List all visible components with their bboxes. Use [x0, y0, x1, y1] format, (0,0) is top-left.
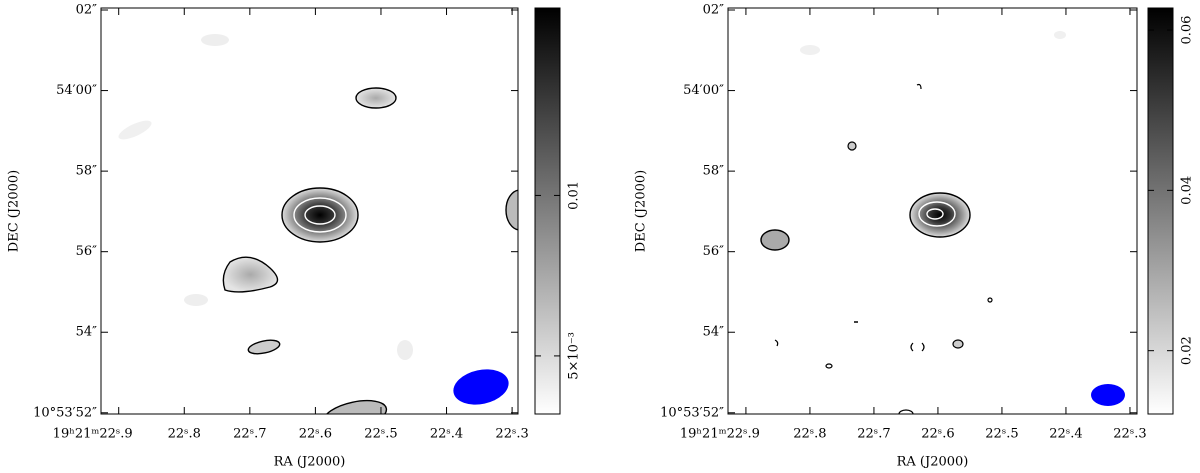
beam	[1091, 384, 1125, 406]
x-tick-label: 22ˢ.7	[233, 427, 266, 442]
x-axis-label: RA (J2000)	[897, 455, 969, 470]
x-tick-label: 22ˢ.3	[495, 427, 528, 442]
colorbar-tick-label: 0.01	[567, 181, 582, 210]
y-tick-label: 10°53′52″	[33, 405, 97, 420]
y-tick-label: 10°53′52″	[660, 405, 724, 420]
x-tick-label: 22ˢ.8	[793, 427, 826, 442]
y-tick-label: 58″	[703, 164, 725, 179]
colorbar	[534, 7, 561, 415]
y-tick-label: 58″	[76, 164, 98, 179]
x-tick-label: 22ˢ.4	[1049, 427, 1082, 442]
colorbar-tick-label: 0.06	[1180, 16, 1195, 45]
x-tick-label: 22ˢ.4	[430, 427, 463, 442]
beam	[453, 369, 509, 405]
y-tick-label: 54″	[703, 325, 725, 340]
plot-frame	[100, 7, 519, 415]
y-tick-label: 54′00″	[56, 83, 97, 98]
x-tick-label: 22ˢ.3	[1113, 427, 1146, 442]
y-tick-label: 56″	[703, 244, 725, 259]
y-axis-label: DEC (J2000)	[634, 170, 649, 252]
x-tick-label: 22ˢ.6	[921, 427, 954, 442]
y-tick-label: 54″	[76, 325, 98, 340]
image-right	[760, 31, 1125, 414]
y-axis-label: DEC (J2000)	[7, 170, 22, 252]
x-tick-label: 22ˢ.5	[364, 427, 397, 442]
x-tick-label: 22ˢ.8	[168, 427, 201, 442]
y-tick-label: 02″	[703, 3, 725, 18]
colorbar	[1147, 7, 1174, 415]
x-axis-label: RA (J2000)	[274, 455, 346, 470]
y-tick-label: 54′00″	[683, 83, 724, 98]
y-tick-label: 02″	[76, 3, 98, 18]
x-tick-label: 19ʰ21ᵐ22ˢ.9	[680, 427, 760, 442]
plot-frame	[727, 7, 1138, 415]
image-left	[118, 34, 518, 414]
colorbar-tick-label: 0.02	[1180, 336, 1195, 365]
x-tick-label: 19ʰ21ᵐ22ˢ.9	[53, 427, 133, 442]
colorbar-tick-label: 5×10⁻³	[567, 332, 582, 380]
y-tick-label: 56″	[76, 244, 98, 259]
x-tick-label: 22ˢ.5	[985, 427, 1018, 442]
x-tick-label: 22ˢ.7	[857, 427, 890, 442]
colorbar-tick-label: 0.04	[1180, 176, 1195, 205]
x-tick-label: 22ˢ.6	[299, 427, 332, 442]
